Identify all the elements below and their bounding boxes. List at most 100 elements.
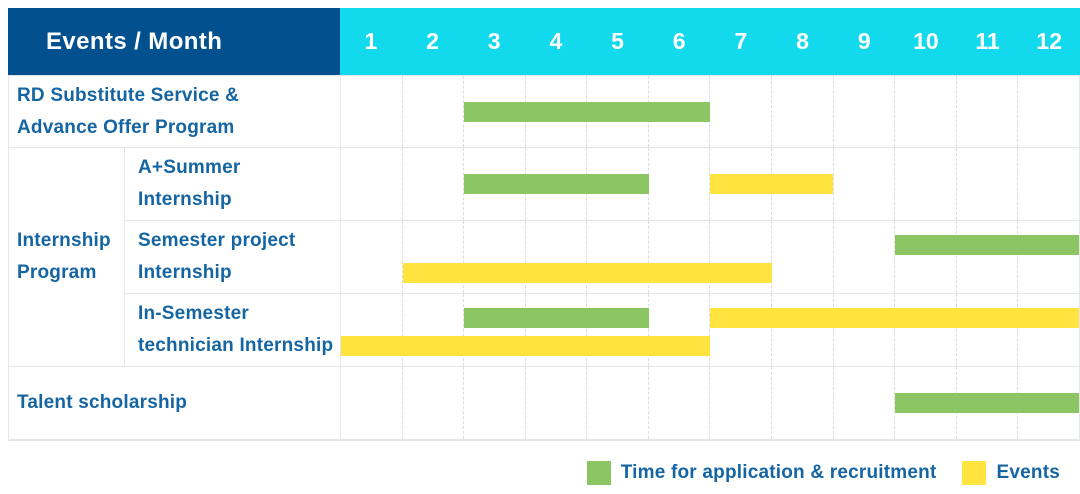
month-gridcell — [957, 76, 1019, 147]
month-gridcell — [895, 221, 957, 293]
legend-item-event: Events — [962, 461, 1060, 485]
month-gridcell — [1018, 148, 1079, 220]
month-gridcell — [403, 148, 465, 220]
row-label-line: A+Summer — [138, 157, 241, 178]
month-gridcell — [526, 367, 588, 439]
row-label-line: Internship — [138, 262, 232, 283]
month-gridcell — [895, 76, 957, 147]
row-rd-substitute-service: RD Substitute Service & Advance Offer Pr… — [9, 75, 1079, 147]
table-body: RD Substitute Service & Advance Offer Pr… — [8, 75, 1080, 441]
internship-program-subrows: A+Summer Internship Semester project Int… — [125, 148, 1079, 366]
month-gridcell — [772, 367, 834, 439]
row-label-line: Internship — [138, 189, 232, 210]
row-label-talent-scholarship: Talent scholarship — [9, 367, 340, 439]
row-label-line: Talent scholarship — [17, 392, 188, 413]
month-gridcell — [895, 148, 957, 220]
legend: Time for application & recruitment Events — [586, 461, 1060, 485]
application-bar — [894, 393, 1079, 413]
event-swatch-icon — [962, 461, 987, 485]
month-gridcell — [341, 148, 403, 220]
row-label-semester-project-internship: Semester project Internship — [125, 221, 340, 293]
month-header-6: 6 — [672, 28, 686, 54]
month-gridcell — [1018, 294, 1079, 366]
month-gridcell — [403, 76, 465, 147]
month-gridcell — [710, 294, 773, 366]
month-header-8: 8 — [796, 28, 809, 54]
group-label-line: Internship — [17, 230, 111, 251]
table-header-row: Events / Month 1 2 3 4 5 6 7 8 9 10 11 12 — [8, 8, 1080, 75]
month-gridcell — [772, 294, 834, 366]
row-label-line: Advance Offer Program — [17, 116, 235, 138]
month-header-10: 10 — [913, 28, 939, 54]
row-label-line: Semester project — [138, 230, 296, 251]
application-swatch-icon — [586, 461, 611, 485]
application-bar — [464, 102, 710, 122]
row-label-rd-substitute-service: RD Substitute Service & Advance Offer Pr… — [9, 76, 340, 147]
legend-item-application: Time for application & recruitment — [586, 461, 937, 485]
month-gridcell — [649, 148, 711, 220]
month-gridcell — [649, 294, 711, 366]
month-header-2: 2 — [426, 28, 439, 54]
month-grid — [341, 294, 1079, 366]
legend-label: Events — [996, 462, 1060, 483]
month-header-4: 4 — [549, 28, 563, 54]
table-title: Events / Month — [8, 8, 340, 75]
month-gridcell — [957, 221, 1019, 293]
month-gridcell — [895, 294, 957, 366]
month-gridcell — [341, 294, 403, 366]
month-gridcell — [526, 294, 588, 366]
month-header-9: 9 — [857, 28, 871, 54]
row-semester-project-internship: Semester project Internship — [125, 220, 1079, 293]
month-gridcell — [834, 221, 896, 293]
month-gridcell — [403, 221, 465, 293]
month-gridcell — [834, 148, 896, 220]
month-gridcell — [341, 221, 403, 293]
month-gridcell — [834, 367, 896, 439]
month-gridcell — [649, 367, 711, 439]
application-bar — [464, 308, 649, 328]
month-header-12: 12 — [1036, 28, 1063, 54]
month-gridcell — [526, 221, 588, 293]
month-gridcell — [341, 367, 403, 439]
group-label-internship-program: Internship Program — [9, 148, 125, 366]
row-label-in-semester-technician-internship: In-Semester technician Internship — [125, 294, 340, 366]
month-gridcell — [710, 221, 773, 293]
month-header-5: 5 — [611, 28, 624, 54]
month-gridcell — [957, 294, 1019, 366]
group-label-line: Program — [17, 262, 97, 283]
row-in-semester-technician-internship: In-Semester technician Internship — [125, 293, 1079, 366]
row-talent-scholarship: Talent scholarship — [9, 366, 1079, 439]
timeline-cell — [340, 148, 1079, 220]
timeline-cell — [340, 367, 1079, 439]
month-gridcell — [649, 221, 711, 293]
internship-program-group: Internship Program A+Summer Internship S… — [9, 147, 1079, 366]
month-gridcell — [464, 221, 526, 293]
month-gridcell — [772, 76, 834, 147]
month-header-11: 11 — [975, 28, 1000, 54]
event-bar — [341, 336, 710, 356]
events-month-table: Events / Month 1 2 3 4 5 6 7 8 9 10 11 12 RD Substi… — [8, 8, 1080, 441]
month-gridcell — [772, 221, 834, 293]
month-gridcell — [834, 76, 896, 147]
month-gridcell — [710, 367, 773, 439]
event-bar — [402, 263, 772, 283]
month-gridcell — [1018, 221, 1079, 293]
month-gridcell — [403, 367, 465, 439]
month-gridcell — [710, 76, 773, 147]
month-gridcell — [464, 367, 526, 439]
month-gridcell — [403, 294, 465, 366]
month-grid — [341, 221, 1079, 293]
month-gridcell — [834, 294, 896, 366]
application-bar — [464, 174, 649, 194]
application-bar — [894, 235, 1079, 255]
row-label-line: technician Internship — [138, 335, 334, 356]
row-label-line: RD Substitute Service & — [17, 84, 240, 106]
timeline-cell — [340, 221, 1079, 293]
row-label-line: In-Semester — [138, 303, 249, 324]
event-bar — [710, 308, 1079, 328]
month-header-1: 1 — [364, 28, 378, 54]
row-label-a-plus-summer-internship: A+Summer Internship — [125, 148, 340, 220]
row-a-plus-summer-internship: A+Summer Internship — [125, 148, 1079, 220]
month-gridcell — [1018, 76, 1079, 147]
